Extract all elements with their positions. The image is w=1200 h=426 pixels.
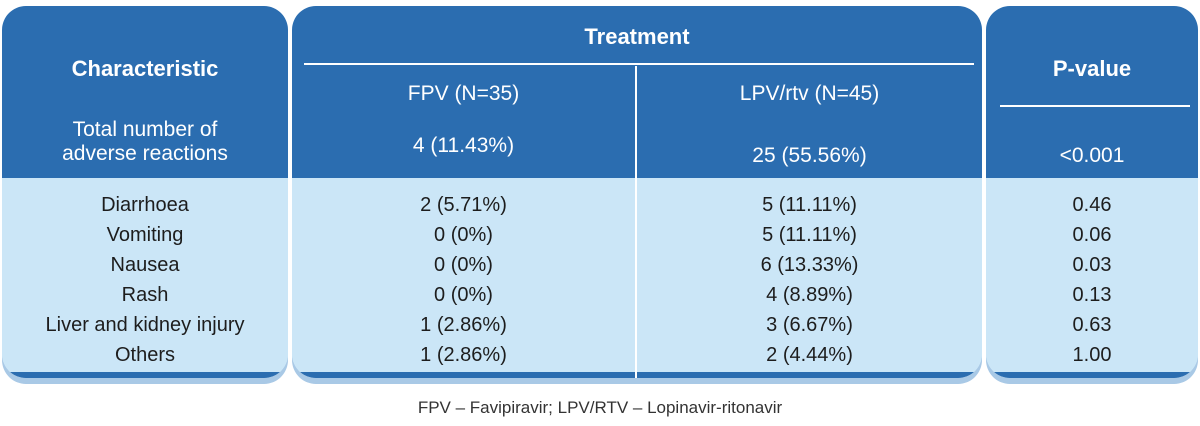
row-fpv: 0 (0%) bbox=[434, 224, 493, 246]
row-fpv: 0 (0%) bbox=[434, 254, 493, 276]
row-pvalue: 0.03 bbox=[1072, 254, 1112, 276]
total-fpv: 4 (11.43%) bbox=[412, 134, 515, 157]
row-pvalue: 0.46 bbox=[1072, 194, 1112, 216]
total-lpv: 25 (55.56%) bbox=[752, 144, 867, 167]
pvalue-column: 0.46 0.06 0.03 0.13 0.63 1.00 bbox=[986, 190, 1198, 370]
row-label: Nausea bbox=[110, 254, 180, 276]
column-divider bbox=[635, 66, 637, 378]
row-fpv: 2 (5.71%) bbox=[420, 194, 507, 216]
row-fpv: 1 (2.86%) bbox=[420, 344, 507, 366]
fpv-column: 2 (5.71%) 0 (0%) 0 (0%) 0 (0%) 1 (2.86%) 1 (2… bbox=[292, 190, 635, 370]
total-label: Total number of adverse reactions bbox=[2, 118, 288, 166]
row-lpv: 5 (11.11%) bbox=[762, 224, 857, 246]
row-label: Rash bbox=[121, 284, 169, 306]
row-fpv: 1 (2.86%) bbox=[420, 314, 507, 336]
pvalue-panel: P-value <0.001 0.46 0.06 0.03 0.13 0.63 1.00 bbox=[986, 6, 1198, 384]
pvalue-header: P-value bbox=[1052, 56, 1132, 81]
pvalue-divider bbox=[1000, 105, 1190, 107]
total-label-line1: Total number of bbox=[72, 118, 218, 141]
row-pvalue: 0.13 bbox=[1072, 284, 1112, 306]
fpv-header: FPV (N=35) bbox=[407, 82, 520, 105]
row-pvalue: 1.00 bbox=[1072, 344, 1112, 366]
characteristic-panel: Characteristic Total number of adverse r… bbox=[2, 6, 288, 384]
characteristic-header: Characteristic bbox=[71, 56, 219, 81]
row-lpv: 2 (4.44%) bbox=[766, 344, 853, 366]
row-lpv: 3 (6.67%) bbox=[766, 314, 853, 336]
row-label: Liver and kidney injury bbox=[45, 314, 245, 336]
footnote: FPV – Favipiravir; LPV/RTV – Lopinavir-r… bbox=[417, 398, 783, 417]
row-label: Others bbox=[114, 344, 176, 366]
total-pvalue: <0.001 bbox=[1059, 144, 1125, 167]
row-lpv: 6 (13.33%) bbox=[760, 254, 859, 276]
row-fpv: 0 (0%) bbox=[434, 284, 493, 306]
lpv-header: LPV/rtv (N=45) bbox=[739, 82, 880, 105]
treatment-header: Treatment bbox=[584, 24, 690, 49]
lpv-column: 5 (11.11%) 5 (11.11%) 6 (13.33%) 4 (8.89%) 3… bbox=[637, 190, 982, 370]
row-label: Diarrhoea bbox=[101, 194, 189, 216]
row-lpv: 5 (11.11%) bbox=[762, 194, 857, 216]
row-pvalue: 0.06 bbox=[1072, 224, 1112, 246]
row-lpv: 4 (8.89%) bbox=[766, 284, 853, 306]
treatment-panel: Treatment FPV (N=35) LPV/rtv (N=45) 4 (1… bbox=[292, 6, 982, 384]
total-label-line2: adverse reactions bbox=[62, 142, 228, 165]
label-column: Diarrhoea Vomiting Nausea Rash Liver and kid… bbox=[2, 190, 288, 370]
treatment-divider bbox=[304, 63, 974, 65]
row-pvalue: 0.63 bbox=[1072, 314, 1112, 336]
row-label: Vomiting bbox=[106, 224, 184, 246]
